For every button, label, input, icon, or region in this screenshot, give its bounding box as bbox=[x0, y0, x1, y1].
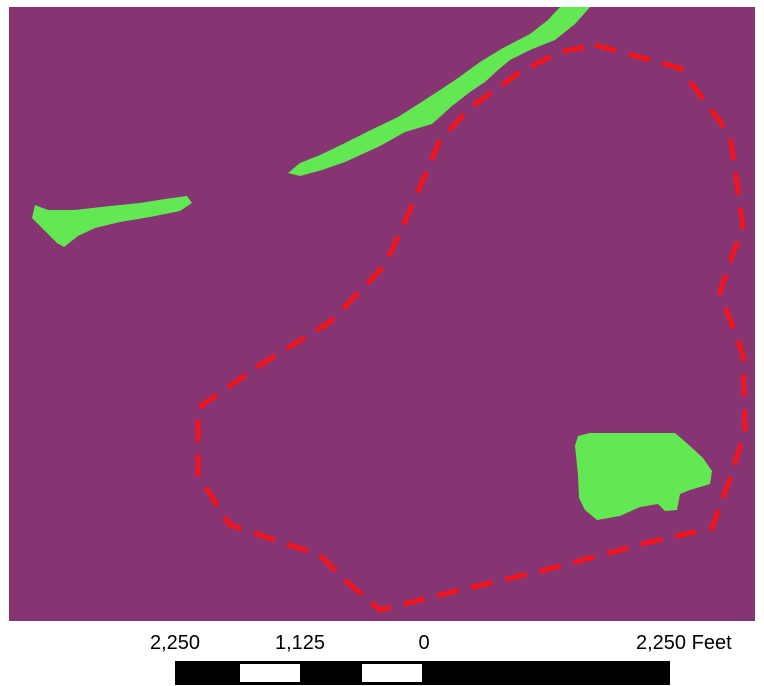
scale-label-right: 2,250 Feet bbox=[636, 632, 732, 654]
map-frame bbox=[9, 7, 755, 621]
pond-southeast bbox=[575, 433, 712, 520]
scale-bar-segment-1 bbox=[240, 664, 300, 682]
scale-bar bbox=[175, 661, 670, 685]
map-background bbox=[9, 7, 755, 621]
scale-bar-segment-2 bbox=[362, 664, 422, 682]
river-channel-west bbox=[32, 196, 192, 247]
river-channel-north bbox=[288, 7, 590, 176]
map-canvas bbox=[9, 7, 755, 621]
scale-label-zero: 0 bbox=[418, 632, 430, 654]
scale-label-mid: 1,125 bbox=[274, 632, 326, 654]
study-area-boundary bbox=[195, 42, 748, 613]
scale-label-left: 2,250 bbox=[149, 632, 201, 654]
